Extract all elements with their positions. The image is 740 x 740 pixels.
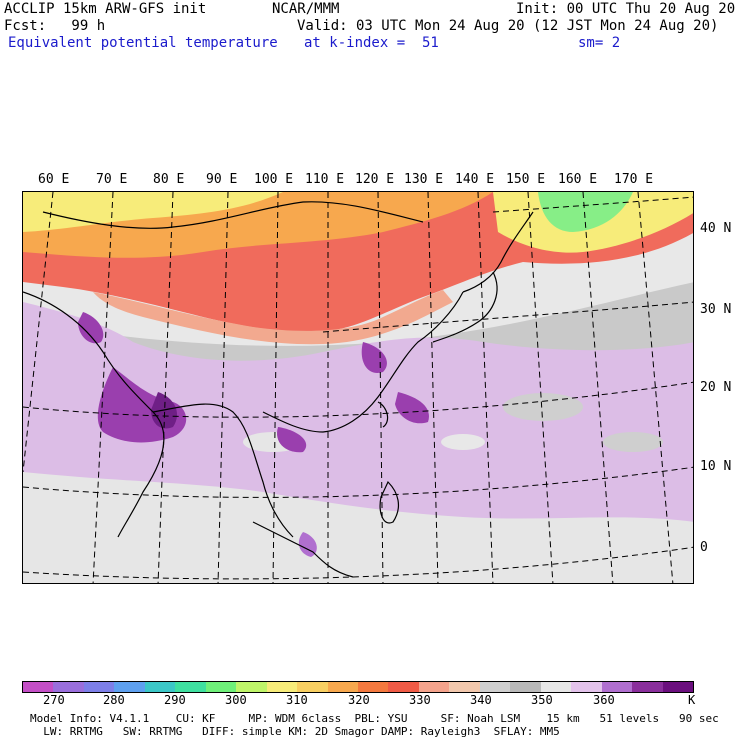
green-northeast bbox=[538, 192, 633, 232]
model-info-line1: Model Info: V4.1.1 CU: KF MP: WDM 6class… bbox=[30, 712, 719, 725]
center-label: NCAR/MMM bbox=[272, 1, 340, 17]
korea-japan-coast bbox=[462, 211, 534, 293]
border-north bbox=[42, 201, 424, 229]
lon-label: 140 E bbox=[455, 172, 495, 187]
lon-label: 150 E bbox=[506, 172, 546, 187]
colorbar-tick-label: 360 bbox=[593, 693, 615, 707]
india-coast bbox=[23, 291, 165, 538]
salmon-edge bbox=[93, 290, 453, 345]
lon-label: 160 E bbox=[558, 172, 598, 187]
parallel-line bbox=[23, 381, 693, 418]
model-info-line2: LW: RRTMG SW: RRTMG DIFF: simple KM: 2D … bbox=[30, 725, 560, 738]
lon-label: 90 E bbox=[206, 172, 238, 187]
lat-label: 0 bbox=[700, 540, 708, 555]
equivalent-potential-temperature-map bbox=[23, 192, 693, 583]
lon-label: 170 E bbox=[614, 172, 654, 187]
parallel-line bbox=[23, 546, 693, 580]
colorbar bbox=[22, 681, 694, 693]
purple-patch-south bbox=[298, 532, 317, 557]
parallel-line bbox=[492, 196, 693, 213]
lat-label: 10 N bbox=[700, 459, 732, 474]
gray-patch bbox=[603, 432, 663, 452]
grid-lines bbox=[23, 192, 693, 583]
colorbar-swatch bbox=[23, 682, 54, 692]
model-title: ACCLIP 15km ARW-GFS init bbox=[4, 1, 207, 17]
bay-of-bengal-coast bbox=[152, 403, 294, 538]
colorbar-swatch bbox=[571, 682, 602, 692]
lilac-region bbox=[23, 302, 693, 522]
level-info: at k-index = 51 bbox=[304, 35, 439, 51]
colorbar-tick-label: 320 bbox=[348, 693, 370, 707]
lon-label: 120 E bbox=[355, 172, 395, 187]
colorbar-swatch bbox=[418, 682, 450, 692]
lon-label: 60 E bbox=[38, 172, 70, 187]
meridian-line bbox=[92, 192, 114, 583]
purple-west-pacific bbox=[395, 392, 429, 424]
colorbar-swatch bbox=[388, 682, 419, 692]
colorbar-swatch bbox=[449, 682, 480, 692]
colorbar-swatch bbox=[479, 682, 511, 692]
colorbar-swatch bbox=[357, 682, 389, 692]
lat-label: 30 N bbox=[700, 302, 732, 317]
purple-north-india bbox=[78, 312, 104, 344]
valid-time: Valid: 03 UTC Mon 24 Aug 20 (12 JST Mon … bbox=[297, 18, 719, 34]
meridian-line bbox=[477, 192, 494, 583]
colorbar-tick-label: 350 bbox=[531, 693, 553, 707]
meridian-line bbox=[157, 192, 174, 583]
meridian-line bbox=[637, 192, 674, 583]
colorbar-swatch bbox=[510, 682, 541, 692]
purple-indochina bbox=[277, 427, 307, 453]
colorbar-swatch bbox=[662, 682, 693, 692]
field-name: Equivalent potential temperature bbox=[8, 35, 278, 51]
lon-label: 130 E bbox=[404, 172, 444, 187]
meridian-line bbox=[377, 192, 384, 583]
meridian-line bbox=[23, 192, 54, 473]
meridian-line bbox=[217, 192, 229, 583]
meridian-line bbox=[582, 192, 614, 583]
colorbar-swatch bbox=[297, 682, 328, 692]
colorbar-swatch bbox=[175, 682, 206, 692]
parallel-line bbox=[23, 466, 693, 498]
china-coast bbox=[262, 291, 464, 433]
colorbar-tick-label: 340 bbox=[470, 693, 492, 707]
colorbar-tick-label: 290 bbox=[164, 693, 186, 707]
colorbar-swatch bbox=[327, 682, 358, 692]
map-panel bbox=[22, 191, 694, 584]
pale-patch bbox=[441, 434, 485, 450]
colorbar-swatch bbox=[83, 682, 115, 692]
meridian-line bbox=[427, 192, 439, 583]
smoothing-info: sm= 2 bbox=[578, 35, 621, 51]
init-time: Init: 00 UTC Thu 20 Aug 20 bbox=[516, 1, 736, 17]
colorbar-swatch bbox=[53, 682, 84, 692]
philippines bbox=[379, 480, 400, 524]
meridian-line bbox=[272, 192, 279, 583]
lon-label: 80 E bbox=[153, 172, 185, 187]
lon-label: 100 E bbox=[254, 172, 294, 187]
lon-label: 70 E bbox=[96, 172, 128, 187]
colorbar-tick-label: 310 bbox=[286, 693, 308, 707]
colorbar-unit: K bbox=[688, 693, 696, 707]
colorbar-swatch bbox=[236, 682, 267, 692]
colorbar-tick-label: 300 bbox=[225, 693, 247, 707]
colorbar-swatch bbox=[540, 682, 572, 692]
colorbar-swatch bbox=[114, 682, 145, 692]
japan-islands bbox=[432, 271, 498, 343]
forecast-hour: Fcst: 99 h bbox=[4, 18, 106, 34]
colorbar-swatch bbox=[205, 682, 237, 692]
colorbar-tick-label: 270 bbox=[43, 693, 65, 707]
lat-label: 40 N bbox=[700, 221, 732, 236]
meridian-line bbox=[527, 192, 554, 583]
colorbar-swatch bbox=[632, 682, 663, 692]
maritime-coast bbox=[252, 521, 354, 578]
coastlines bbox=[23, 201, 534, 578]
colorbar-swatch bbox=[601, 682, 633, 692]
gray-patch bbox=[503, 393, 583, 421]
colorbar-swatch bbox=[266, 682, 298, 692]
colorbar-tick-label: 280 bbox=[103, 693, 125, 707]
lat-label: 20 N bbox=[700, 380, 732, 395]
colorbar-tick-label: 330 bbox=[409, 693, 431, 707]
colorbar-swatch bbox=[144, 682, 176, 692]
lon-label: 110 E bbox=[305, 172, 345, 187]
